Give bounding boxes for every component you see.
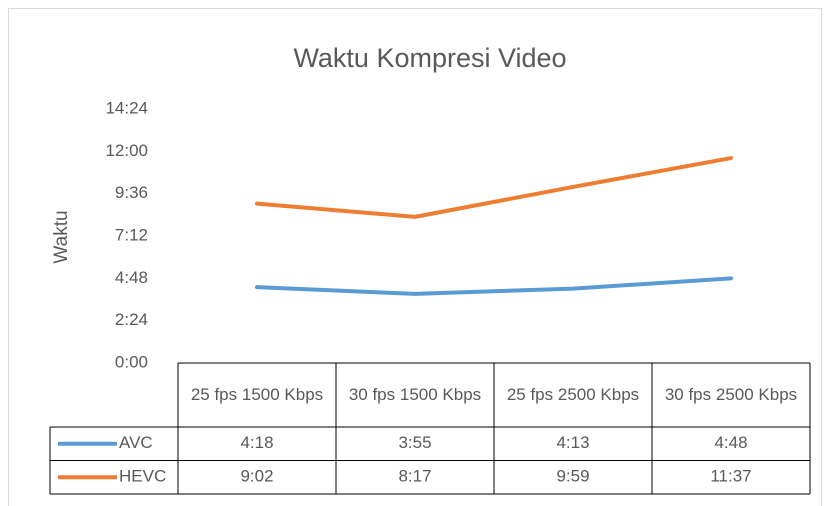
x-tick-label-box: 25 fps 1500 Kbps — [190, 385, 324, 404]
x-tick-label-box: 30 fps 2500 Kbps — [664, 385, 798, 404]
data-table-value: 4:48 — [714, 433, 747, 452]
line-series — [255, 156, 733, 219]
data-table-value: 4:18 — [240, 433, 273, 452]
x-tick-label: 25 fps 2500 Kbps — [506, 385, 640, 404]
chart-frame — [8, 8, 822, 506]
legend-label: AVC — [119, 433, 153, 452]
x-tick-label: 30 fps 1500 Kbps — [348, 385, 482, 404]
y-tick-label: 7:12 — [115, 225, 148, 244]
data-table-value: 8:17 — [398, 467, 431, 486]
y-tick-label: 9:36 — [115, 183, 148, 202]
x-tick-label-box: 25 fps 2500 Kbps — [506, 385, 640, 404]
x-tick-label: 30 fps 2500 Kbps — [664, 385, 798, 404]
y-tick-label: 4:48 — [115, 268, 148, 287]
data-table-value: 9:02 — [240, 467, 273, 486]
x-tick-label: 25 fps 1500 Kbps — [190, 385, 324, 404]
y-tick-label: 12:00 — [105, 141, 148, 160]
data-table-value: 3:55 — [398, 433, 431, 452]
data-table-value: 11:37 — [710, 467, 751, 486]
legend-label: HEVC — [119, 467, 166, 486]
data-table-value: 9:59 — [556, 467, 589, 486]
line-series — [255, 276, 733, 296]
x-tick-label-box: 30 fps 1500 Kbps — [348, 385, 482, 404]
y-tick-label: 0:00 — [115, 352, 148, 371]
y-tick-label: 2:24 — [115, 310, 148, 329]
data-table-value: 4:13 — [556, 433, 589, 452]
y-tick-label: 14:24 — [105, 98, 148, 117]
y-axis-label: Waktu — [51, 210, 72, 263]
chart-title: Waktu Kompresi Video — [293, 43, 566, 73]
